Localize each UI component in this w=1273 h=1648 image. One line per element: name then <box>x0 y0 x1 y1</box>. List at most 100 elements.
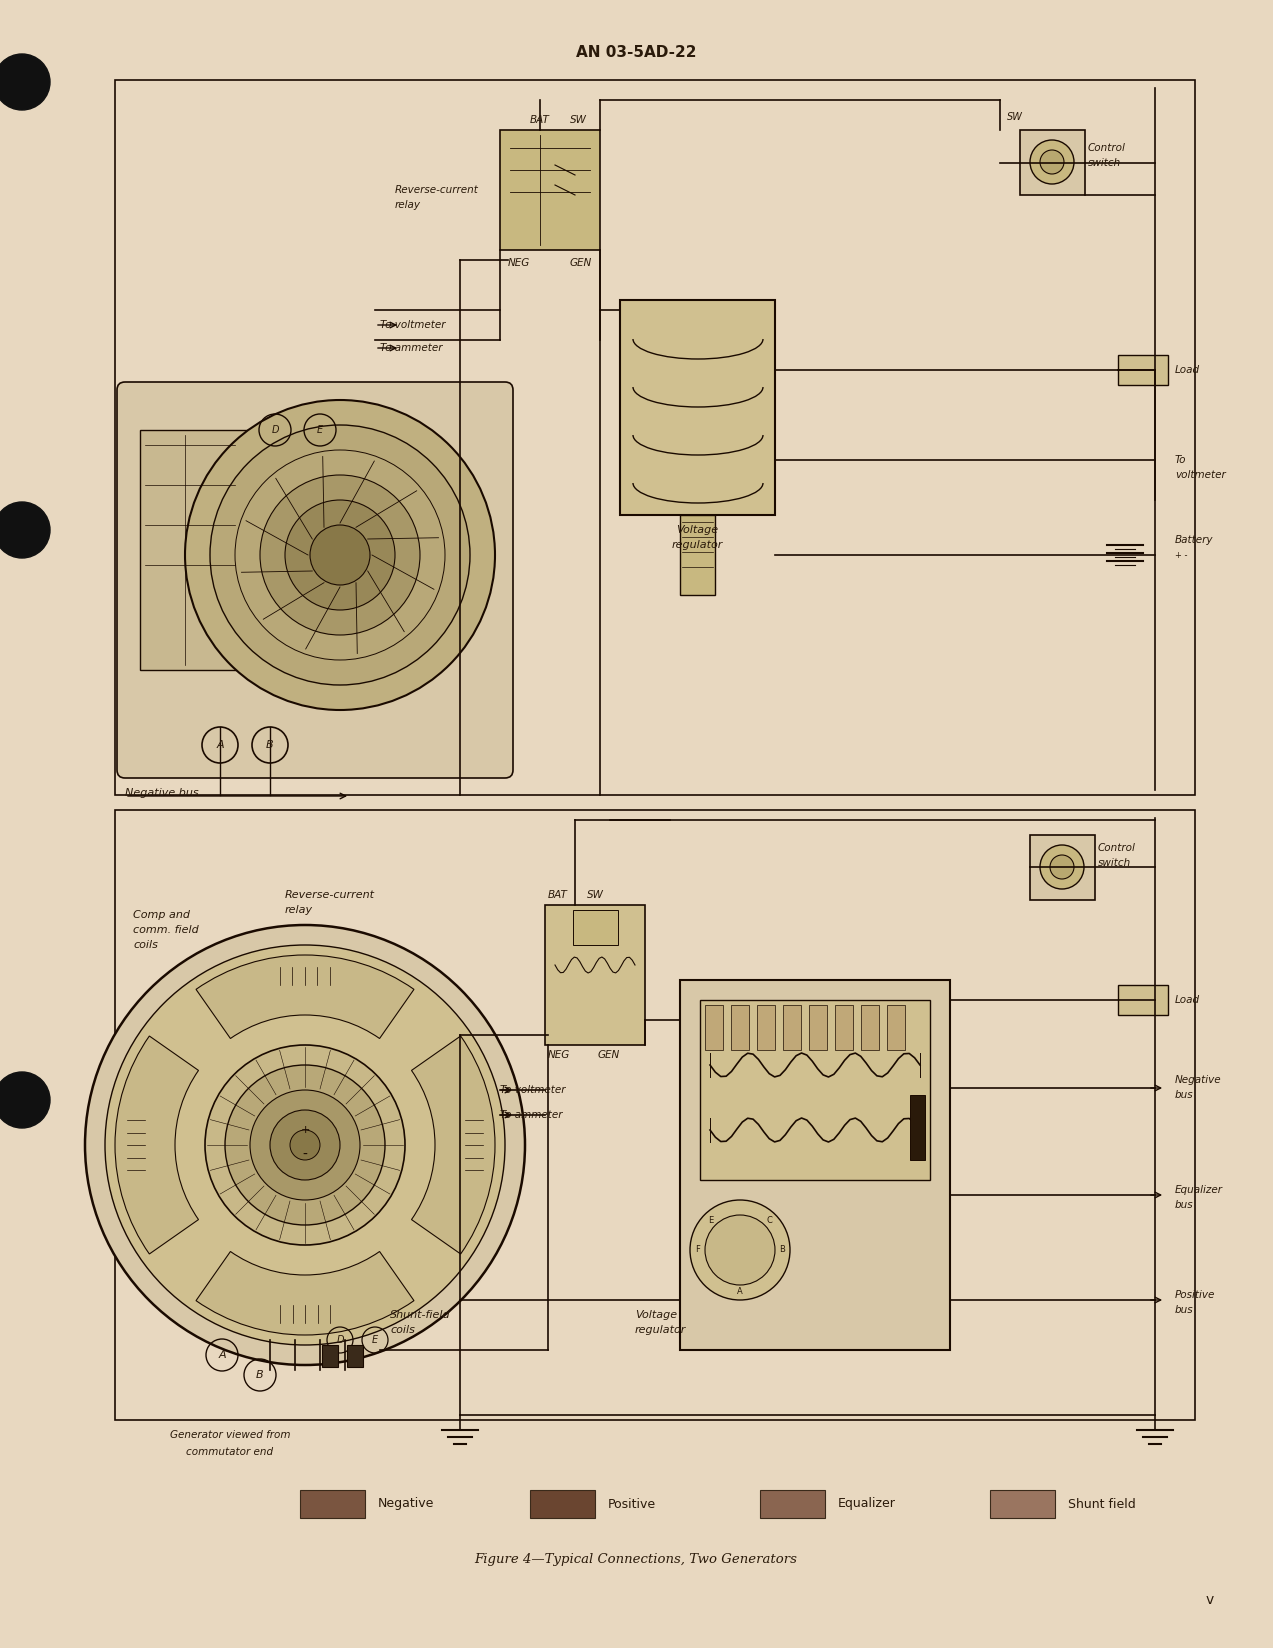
Circle shape <box>290 1131 320 1160</box>
Circle shape <box>1030 140 1074 185</box>
Circle shape <box>705 1215 775 1285</box>
Bar <box>760 1490 825 1518</box>
Bar <box>1118 354 1169 386</box>
Text: Equalizer: Equalizer <box>838 1498 896 1511</box>
Text: To ammeter: To ammeter <box>381 343 443 353</box>
Text: Positive: Positive <box>1175 1290 1216 1300</box>
Bar <box>530 1490 594 1518</box>
Text: regulator: regulator <box>635 1325 686 1335</box>
Text: E: E <box>372 1335 378 1345</box>
Text: D: D <box>271 425 279 435</box>
Text: B: B <box>256 1369 264 1379</box>
Text: Negative: Negative <box>1175 1074 1222 1084</box>
Text: Positive: Positive <box>608 1498 656 1511</box>
Wedge shape <box>196 1251 414 1335</box>
Text: bus: bus <box>1175 1305 1194 1315</box>
Text: BAT: BAT <box>547 890 568 900</box>
Text: NEG: NEG <box>508 259 531 269</box>
Circle shape <box>250 1089 360 1200</box>
Text: + -: + - <box>1175 550 1188 560</box>
Bar <box>861 1005 878 1050</box>
Bar <box>910 1094 925 1160</box>
Text: Shunt-field: Shunt-field <box>390 1310 451 1320</box>
Bar <box>300 1490 365 1518</box>
Text: relay: relay <box>285 905 313 915</box>
Text: relay: relay <box>395 199 421 209</box>
Circle shape <box>0 503 50 559</box>
Circle shape <box>1050 855 1074 878</box>
Text: To: To <box>1175 455 1186 465</box>
Bar <box>700 1000 931 1180</box>
Text: E: E <box>317 425 323 435</box>
Text: switch: switch <box>1088 158 1122 168</box>
Text: -: - <box>303 1149 308 1162</box>
Text: switch: switch <box>1099 859 1132 868</box>
Text: comm. field: comm. field <box>132 925 199 934</box>
Text: bus: bus <box>1175 1200 1194 1210</box>
Bar <box>573 910 617 944</box>
Text: voltmeter: voltmeter <box>1175 470 1226 480</box>
Circle shape <box>1040 150 1064 175</box>
Circle shape <box>260 475 420 634</box>
Bar <box>545 905 645 1045</box>
Circle shape <box>311 526 370 585</box>
Text: Load: Load <box>1175 995 1200 1005</box>
Text: BAT: BAT <box>530 115 550 125</box>
Bar <box>783 1005 801 1050</box>
Text: Generator viewed from: Generator viewed from <box>169 1430 290 1440</box>
Circle shape <box>85 925 524 1365</box>
Text: coils: coils <box>390 1325 415 1335</box>
Text: regulator: regulator <box>671 541 723 550</box>
Bar <box>835 1005 853 1050</box>
Text: Battery: Battery <box>1175 536 1213 545</box>
Text: To voltmeter: To voltmeter <box>381 320 446 330</box>
FancyBboxPatch shape <box>117 382 513 778</box>
Text: coils: coils <box>132 939 158 949</box>
Wedge shape <box>115 1037 199 1254</box>
Text: GEN: GEN <box>598 1050 620 1060</box>
Wedge shape <box>196 954 414 1038</box>
Circle shape <box>285 499 395 610</box>
Circle shape <box>270 1111 340 1180</box>
Bar <box>990 1490 1055 1518</box>
Text: Voltage: Voltage <box>635 1310 677 1320</box>
Circle shape <box>225 1065 384 1224</box>
Circle shape <box>1040 845 1085 888</box>
Text: bus: bus <box>1175 1089 1194 1099</box>
Text: Negative bus: Negative bus <box>125 788 199 798</box>
Text: D: D <box>336 1335 344 1345</box>
Bar <box>140 430 340 671</box>
Text: NEG: NEG <box>547 1050 570 1060</box>
Text: +: + <box>300 1126 309 1135</box>
Text: Negative: Negative <box>378 1498 434 1511</box>
Text: SW: SW <box>587 890 603 900</box>
Text: Comp and: Comp and <box>132 910 190 920</box>
Circle shape <box>185 400 495 710</box>
Bar <box>1020 130 1085 194</box>
Wedge shape <box>411 1037 495 1254</box>
Bar <box>680 981 950 1350</box>
Text: Reverse-current: Reverse-current <box>395 185 479 194</box>
Bar <box>500 130 600 250</box>
Bar <box>887 1005 905 1050</box>
Circle shape <box>205 1045 405 1244</box>
Bar <box>322 1345 339 1366</box>
Text: A: A <box>218 1350 225 1360</box>
Circle shape <box>690 1200 791 1300</box>
Text: B: B <box>266 740 274 750</box>
Bar <box>680 516 715 595</box>
Bar <box>705 1005 723 1050</box>
Bar <box>348 1345 363 1366</box>
Bar <box>620 300 775 516</box>
Text: To voltmeter: To voltmeter <box>500 1084 565 1094</box>
Text: Control: Control <box>1088 143 1125 153</box>
Text: B: B <box>779 1246 785 1254</box>
Text: Control: Control <box>1099 844 1136 854</box>
Text: Reverse-current: Reverse-current <box>285 890 376 900</box>
Bar <box>115 81 1195 794</box>
Bar <box>810 1005 827 1050</box>
Text: v: v <box>1206 1594 1214 1607</box>
Circle shape <box>0 54 50 110</box>
Circle shape <box>210 425 470 686</box>
Bar <box>731 1005 749 1050</box>
